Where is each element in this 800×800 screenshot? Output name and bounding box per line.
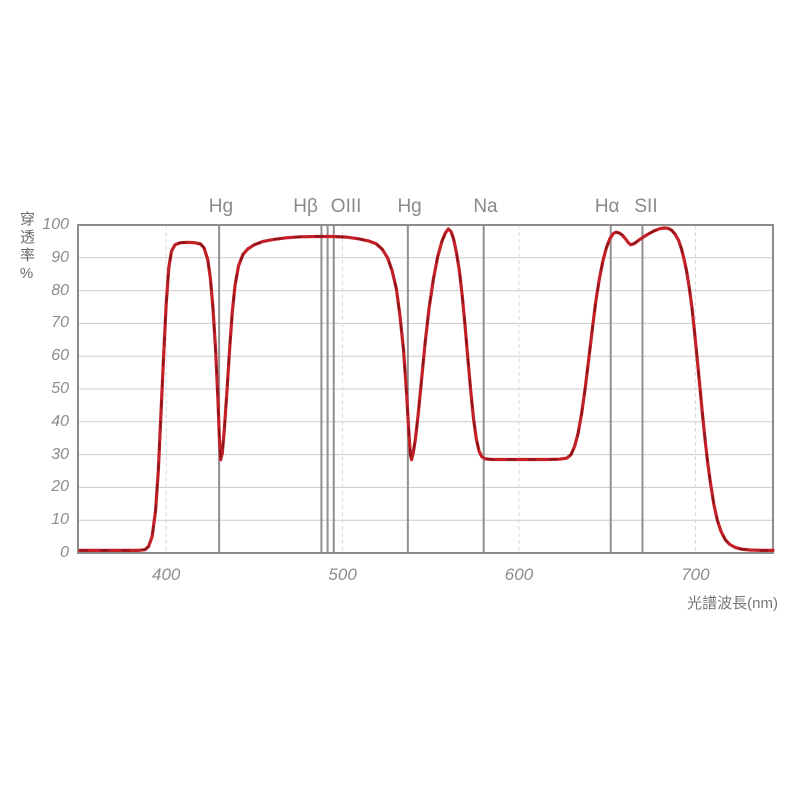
y-tick-label: 50 — [51, 380, 69, 397]
spectral-line-label: Hα — [594, 196, 620, 217]
y-tick-label: 80 — [51, 281, 69, 299]
transmission-curve-dash-overlay — [78, 227, 774, 552]
x-axis-title: 光譜波長(nm) — [687, 595, 778, 612]
spectral-line-label: Hg — [397, 196, 422, 217]
y-tick-label: 20 — [51, 478, 69, 496]
spectral-line-label: Hg — [208, 196, 234, 217]
x-tick-label: 400 — [152, 565, 181, 584]
x-tick-label: 600 — [504, 565, 534, 584]
y-axis-title: 穿透率% — [18, 211, 35, 285]
y-tick-label: 10 — [51, 511, 69, 529]
y-tick-label: 30 — [51, 445, 69, 463]
plot-border — [77, 224, 774, 554]
spectral-line-label: OIII — [330, 196, 362, 217]
y-tick-label: 40 — [51, 412, 69, 430]
spectral-line-label: Na — [473, 196, 498, 217]
spectral-line-label: SII — [634, 196, 658, 217]
x-tick-label: 500 — [328, 565, 357, 584]
y-tick-label: 60 — [51, 347, 69, 365]
y-tick-label: 70 — [51, 314, 69, 332]
y-tick-label: 100 — [42, 216, 69, 233]
y-tick-label: 90 — [51, 248, 69, 266]
spectral-line-label: Hβ — [293, 196, 318, 217]
y-tick-label: 0 — [60, 544, 69, 561]
x-tick-label: 700 — [681, 565, 710, 584]
